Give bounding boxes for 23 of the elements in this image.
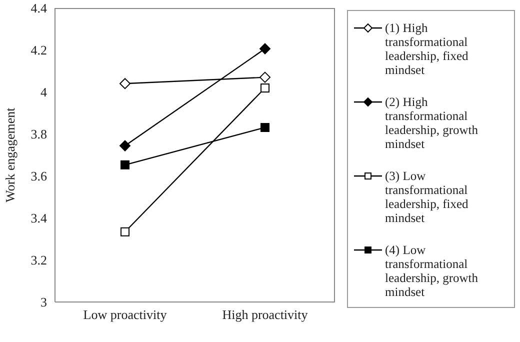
y-tick-label: 3.6 <box>30 168 48 184</box>
point <box>260 84 270 93</box>
point <box>120 160 130 170</box>
y-tick-label: 4.4 <box>30 0 48 16</box>
y-tick-label: 3.2 <box>30 252 47 268</box>
point <box>260 43 270 54</box>
legend-label: (4) Low transformational leadership, growth mindset <box>385 243 480 299</box>
y-tick-label: 3.4 <box>30 210 48 226</box>
x-tick-label: High proactivity <box>222 307 308 322</box>
x-tick-label: Low proactivity <box>83 307 168 322</box>
y-tick-label: 4 <box>40 84 48 100</box>
y-tick-label: 3 <box>40 294 47 310</box>
point <box>260 122 270 132</box>
point <box>120 78 130 90</box>
y-tick-label: 3.8 <box>30 126 47 142</box>
legend-label: (3) Low transformational leadership, fixed mindset <box>385 169 470 225</box>
point <box>120 140 130 152</box>
legend-label: (1) High transformational leadership, fixed mindset <box>385 21 470 77</box>
y-tick-label: 4.2 <box>30 42 47 58</box>
y-axis-title: Work engagement <box>2 107 18 202</box>
legend-label: (2) High transformational leadership, growth mindset <box>385 95 480 151</box>
point <box>260 72 270 83</box>
point <box>120 227 130 236</box>
